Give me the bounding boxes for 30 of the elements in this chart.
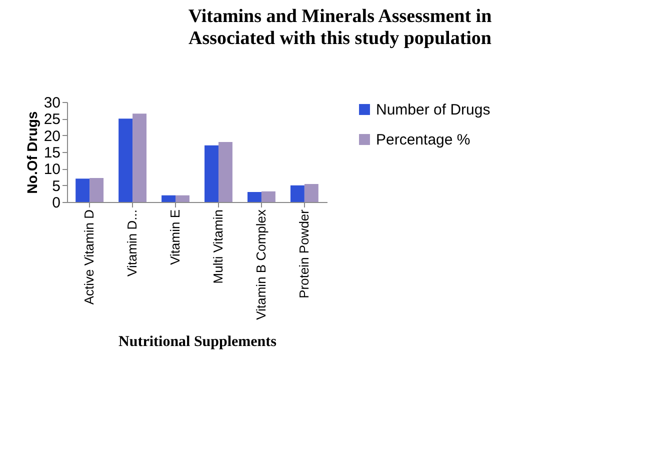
- bar: [290, 185, 304, 202]
- legend-label: Percentage %: [376, 132, 470, 148]
- y-tick-label: 20: [44, 128, 60, 145]
- bar: [176, 195, 190, 202]
- x-axis-title: Nutritional Supplements: [118, 334, 277, 350]
- x-tick-label: Vitamin E: [168, 209, 183, 265]
- bar: [304, 184, 318, 202]
- y-tick-label: 10: [44, 161, 60, 178]
- bar: [218, 142, 232, 202]
- y-tick-label: 25: [44, 111, 60, 128]
- y-axis-title: No.Of Drugs: [24, 111, 40, 194]
- x-tick-label: Vitamin D...: [124, 210, 140, 276]
- y-tick-label: 0: [52, 194, 60, 212]
- bar: [204, 145, 218, 202]
- x-tick-label: Multi Vitamin: [210, 210, 226, 284]
- chart-title: Vitamins and Minerals Assessment in Associated with this study population: [187, 6, 493, 50]
- bar: [118, 118, 133, 202]
- x-tick-label: Vitamin B Complex: [253, 209, 268, 320]
- y-tick-label: 30: [44, 94, 60, 112]
- legend-label: Number of Drugs: [376, 102, 490, 118]
- bar: [76, 178, 90, 202]
- bar: [162, 195, 176, 202]
- bar: [90, 178, 104, 202]
- x-tick-label: Active Vitamin D: [82, 210, 97, 305]
- bar: [247, 192, 262, 202]
- bar: [132, 114, 147, 202]
- y-tick-label: 15: [44, 144, 60, 162]
- y-tick-label: 5: [52, 178, 60, 195]
- x-tick-label: Protein Powder: [296, 208, 312, 298]
- bar: [261, 191, 276, 202]
